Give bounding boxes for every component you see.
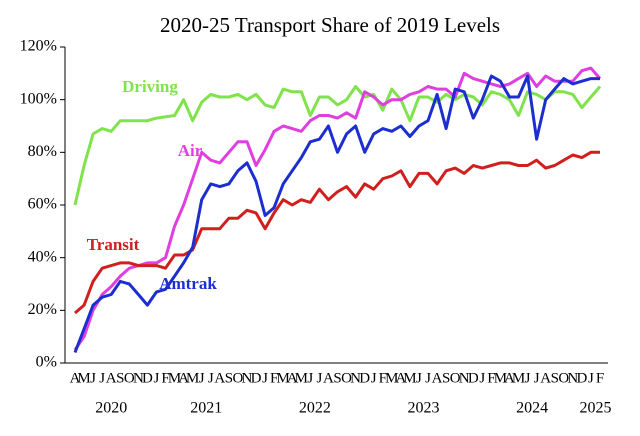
- x-tick-label: A: [214, 370, 225, 386]
- x-tick-label: J: [525, 370, 531, 386]
- x-tick-label: M: [277, 370, 290, 386]
- x-tick-label: O: [558, 370, 569, 386]
- x-tick-label: O: [341, 370, 352, 386]
- x-tick-label: J: [154, 370, 160, 386]
- x-tick-label: D: [251, 370, 262, 386]
- x-tick-label: O: [233, 370, 244, 386]
- series-line: [73, 74, 600, 354]
- series-label: Transit: [87, 235, 140, 254]
- x-tick-label: S: [116, 370, 124, 386]
- y-tick-label: 60%: [28, 196, 57, 213]
- x-tick-label: J: [588, 370, 594, 386]
- x-tick-label: J: [99, 370, 105, 386]
- y-tick-label: 0%: [36, 354, 57, 371]
- x-tick-label: A: [504, 370, 515, 386]
- x-tick-label: J: [307, 370, 313, 386]
- series-line: [73, 85, 602, 206]
- x-tick-label: D: [576, 370, 587, 386]
- x-tick-label: A: [70, 370, 81, 386]
- series-label: Driving: [122, 77, 178, 96]
- x-tick-label: F: [596, 370, 604, 386]
- x-tick-label: S: [551, 370, 559, 386]
- x-tick-label: M: [385, 370, 398, 386]
- x-tick-label: M: [512, 370, 525, 386]
- x-tick-label: J: [90, 370, 96, 386]
- x-tick-label: M: [295, 370, 308, 386]
- x-tick-label: J: [416, 370, 422, 386]
- x-tick-label: J: [534, 370, 540, 386]
- x-tick-label: S: [442, 370, 450, 386]
- y-tick-label: 120%: [20, 38, 57, 55]
- x-tick-label: A: [178, 370, 189, 386]
- x-tick-label: J: [208, 370, 214, 386]
- x-tick-label: S: [333, 370, 341, 386]
- chart-title: 2020-25 Transport Share of 2019 Levels: [160, 13, 500, 37]
- x-tick-label: M: [168, 370, 181, 386]
- x-tick-label: N: [242, 370, 253, 386]
- x-tick-label: J: [316, 370, 322, 386]
- x-tick-label: F: [379, 370, 387, 386]
- y-tick-label: 40%: [28, 248, 57, 265]
- x-tick-label: A: [287, 370, 298, 386]
- x-tick-label: S: [225, 370, 233, 386]
- x-tick-label: N: [567, 370, 578, 386]
- series-label: Amtrak: [159, 274, 217, 293]
- series-label: Air: [178, 141, 203, 160]
- x-tick-label: F: [161, 370, 169, 386]
- x-tick-label: M: [77, 370, 90, 386]
- series-line: [74, 150, 600, 315]
- year-label: 2023: [407, 400, 439, 417]
- x-tick-label: A: [395, 370, 406, 386]
- y-tick-label: 80%: [28, 143, 57, 160]
- x-tick-label: M: [403, 370, 416, 386]
- x-tick-label: J: [199, 370, 205, 386]
- x-tick-label: A: [106, 370, 117, 386]
- year-label: 2021: [190, 400, 222, 417]
- x-tick-label: N: [459, 370, 470, 386]
- x-tick-label: D: [359, 370, 370, 386]
- year-label: 2022: [299, 400, 331, 417]
- y-tick-label: 20%: [28, 301, 57, 318]
- x-tick-label: M: [186, 370, 199, 386]
- x-tick-label: J: [262, 370, 268, 386]
- x-tick-label: N: [133, 370, 144, 386]
- x-tick-label: F: [487, 370, 495, 386]
- x-tick-label: D: [142, 370, 153, 386]
- x-tick-label: D: [468, 370, 479, 386]
- x-tick-label: O: [124, 370, 135, 386]
- x-tick-label: F: [270, 370, 278, 386]
- year-label: 2020: [95, 400, 127, 417]
- year-label: 2024: [516, 400, 548, 417]
- x-tick-label: A: [432, 370, 443, 386]
- series-line: [73, 66, 602, 351]
- x-tick-label: J: [425, 370, 431, 386]
- x-tick-label: N: [350, 370, 361, 386]
- x-tick-label: A: [323, 370, 334, 386]
- y-tick-label: 100%: [20, 90, 57, 107]
- x-tick-label: M: [494, 370, 507, 386]
- year-label: 2025: [579, 400, 611, 417]
- x-tick-label: A: [540, 370, 551, 386]
- x-tick-label: J: [479, 370, 485, 386]
- x-tick-label: O: [450, 370, 461, 386]
- x-tick-label: J: [371, 370, 377, 386]
